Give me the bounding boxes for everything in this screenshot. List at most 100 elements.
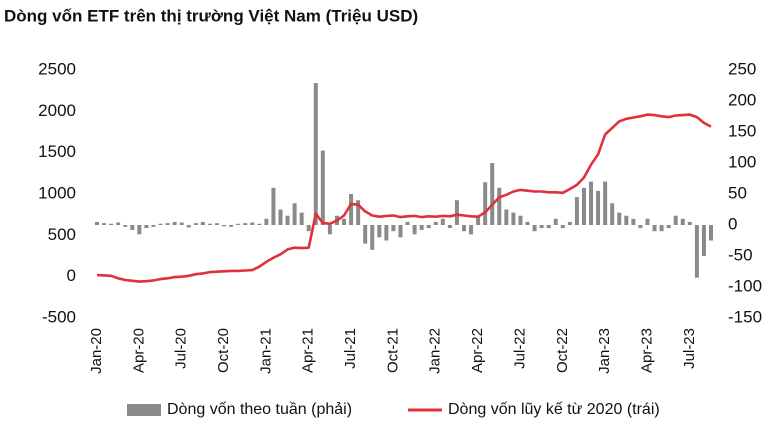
bar <box>179 222 184 225</box>
y-tick-label: 1500 <box>38 142 76 161</box>
x-tick-label: Jan-23 <box>596 328 613 374</box>
bar <box>299 212 304 225</box>
chart-title: Dòng vốn ETF trên thị trường Việt Nam (T… <box>4 6 418 25</box>
bar <box>461 225 466 232</box>
bar <box>229 225 234 227</box>
x-tick-label: Jan-22 <box>427 328 444 374</box>
y-tick-label: 2000 <box>38 101 76 120</box>
bar <box>412 225 417 235</box>
bar <box>151 225 156 227</box>
bar <box>236 223 241 225</box>
x-tick-label: Jul-22 <box>511 328 528 369</box>
bar <box>116 222 121 225</box>
bar <box>398 225 403 238</box>
bar <box>257 223 262 225</box>
bar <box>130 225 135 230</box>
bar <box>447 225 452 229</box>
bar <box>631 218 636 225</box>
bar <box>370 225 375 250</box>
x-tick-label: Jul-23 <box>681 328 698 369</box>
bar <box>384 225 389 241</box>
bar <box>426 225 431 229</box>
bar <box>553 218 558 225</box>
y2-tick-label: 150 <box>728 121 756 140</box>
bar <box>497 187 502 225</box>
bar <box>123 225 128 227</box>
bar <box>200 221 205 225</box>
bar <box>207 223 212 225</box>
bar <box>652 225 657 232</box>
bar <box>264 218 269 225</box>
x-tick-label: Oct-22 <box>554 328 571 373</box>
bar <box>454 200 459 225</box>
x-tick-label: Oct-20 <box>215 328 232 373</box>
bar <box>574 197 579 225</box>
bar <box>271 187 276 225</box>
legend-label: Dòng vốn lũy kế từ 2020 (trái) <box>448 401 660 418</box>
bar <box>617 212 622 225</box>
x-tick-label: Apr-20 <box>130 328 147 373</box>
bar <box>193 223 198 225</box>
y2-tick-label: 250 <box>728 59 756 78</box>
bar <box>694 225 699 278</box>
line <box>96 113 712 283</box>
y-tick-label: -500 <box>42 307 76 326</box>
bar <box>659 225 664 232</box>
bar <box>709 225 713 241</box>
bar <box>645 218 650 225</box>
bar <box>490 163 495 225</box>
x-tick-label: Jul-21 <box>342 328 359 369</box>
bar <box>476 215 481 225</box>
bar <box>313 83 318 226</box>
bar <box>518 215 523 225</box>
bar <box>687 221 692 225</box>
y2-tick-label: -50 <box>728 245 753 264</box>
bar <box>137 225 142 235</box>
bar <box>546 225 551 229</box>
y2-tick-label: 200 <box>728 90 756 109</box>
y-tick-label: 1000 <box>38 183 76 202</box>
bar <box>603 181 608 225</box>
bar <box>532 225 537 232</box>
bar <box>560 225 565 229</box>
bar <box>250 222 255 225</box>
y-tick-label: 0 <box>67 266 76 285</box>
legend-label: Dòng vốn theo tuần (phải) <box>167 401 352 418</box>
bar <box>589 181 594 225</box>
bar <box>165 223 170 225</box>
y2-tick-label: 100 <box>728 152 756 171</box>
bar <box>440 218 445 225</box>
bar <box>172 221 177 225</box>
bar <box>638 225 643 229</box>
bar <box>504 209 509 225</box>
bar <box>144 225 149 229</box>
bar <box>102 223 107 225</box>
bar <box>356 200 361 225</box>
x-tick-label: Jan-20 <box>88 328 105 374</box>
bar <box>610 203 615 225</box>
bar <box>292 203 297 225</box>
x-tick-label: Oct-21 <box>384 328 401 373</box>
bar <box>539 225 544 229</box>
x-tick-label: Jul-20 <box>173 328 190 369</box>
bar <box>363 225 368 244</box>
bar <box>673 215 678 225</box>
x-tick-label: Apr-22 <box>469 328 486 373</box>
bar <box>391 225 396 232</box>
bar <box>511 212 516 225</box>
bar <box>433 221 438 225</box>
bar <box>405 221 410 225</box>
bar <box>483 182 488 225</box>
bar <box>349 194 354 225</box>
bar <box>285 215 290 225</box>
bar <box>186 225 191 228</box>
bar <box>342 218 347 225</box>
bar <box>596 190 601 225</box>
bar <box>320 150 325 225</box>
bar <box>327 225 332 235</box>
bar <box>581 187 586 225</box>
bar <box>243 223 248 225</box>
bar <box>306 225 311 232</box>
y2-tick-label: -100 <box>728 276 762 295</box>
